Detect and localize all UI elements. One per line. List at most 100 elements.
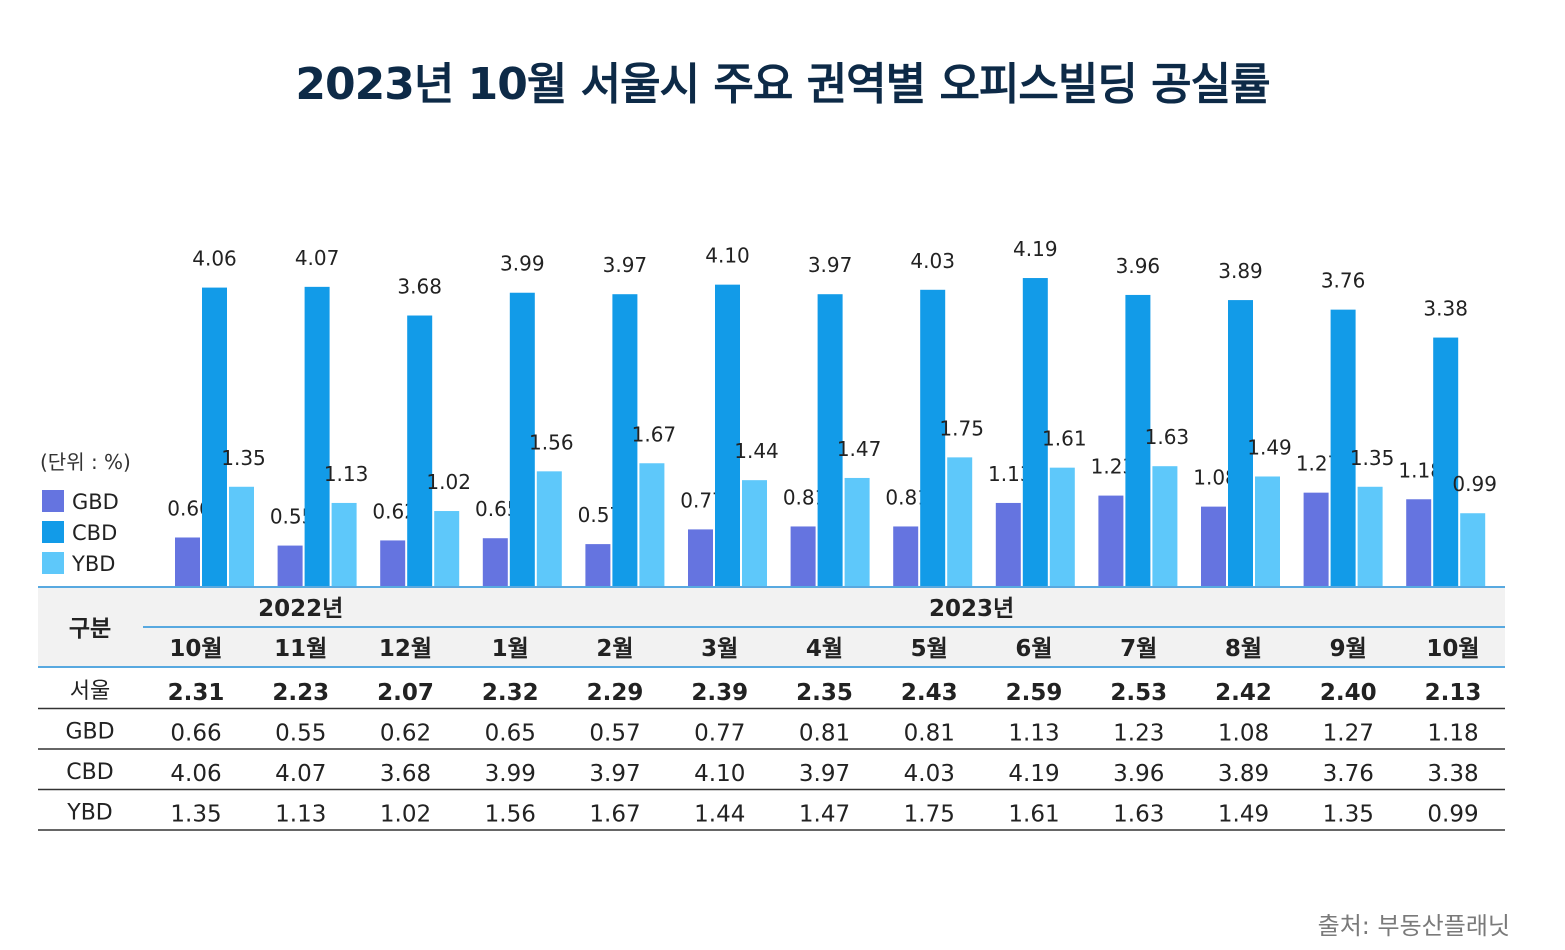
bar-gbd (1406, 499, 1432, 586)
data-label: 1.61 (1042, 427, 1087, 451)
table-cell: 2.13 (1425, 680, 1482, 706)
table-cell: 1.02 (380, 802, 431, 828)
legend-swatch-cbd (42, 521, 64, 543)
table-cell: 0.57 (589, 721, 640, 747)
table-cell: 1.75 (904, 802, 955, 828)
table-cell: 1.27 (1323, 721, 1374, 747)
row-label: CBD (66, 760, 113, 785)
table-cell: 2.42 (1215, 680, 1272, 706)
legend-swatch-ybd (42, 552, 64, 574)
table-cell: 4.06 (170, 761, 221, 787)
table-cell: 2.31 (168, 680, 225, 706)
month-header: 2월 (596, 636, 633, 662)
table-cell: 1.08 (1218, 721, 1269, 747)
data-label: 3.97 (603, 253, 648, 277)
table-cell: 3.97 (589, 761, 640, 787)
bar-cbd (920, 289, 946, 586)
data-label: 3.76 (1321, 269, 1366, 293)
month-header: 10월 (169, 636, 222, 662)
data-label: 3.89 (1218, 259, 1263, 283)
data-label: 1.67 (632, 422, 677, 446)
table-cell: 2.23 (272, 680, 329, 706)
month-header: 7월 (1120, 636, 1157, 662)
table-cell: 0.65 (485, 721, 536, 747)
table-cell: 4.10 (694, 761, 745, 787)
bar-gbd (482, 538, 508, 586)
month-header: 8월 (1225, 636, 1262, 662)
bar-ybd (229, 486, 254, 586)
bar-gbd (893, 526, 919, 586)
bar-ybd (1049, 467, 1075, 586)
month-header: 10월 (1426, 636, 1479, 662)
bar-ybd (1255, 476, 1280, 586)
table-cell: 2.29 (587, 680, 644, 706)
legend-label: GBD (72, 490, 119, 514)
month-header: 3월 (701, 636, 738, 662)
table-cell: 3.97 (799, 761, 850, 787)
month-header: 1월 (492, 636, 529, 662)
bar-cbd (817, 294, 843, 586)
table-cell: 3.38 (1427, 761, 1478, 787)
month-header: 4월 (806, 636, 843, 662)
table-cell: 2.35 (796, 680, 853, 706)
table-cell: 3.76 (1323, 761, 1374, 787)
table-cell: 1.63 (1113, 802, 1164, 828)
source-note: 출처: 부동산플래닛 (1317, 912, 1510, 940)
bar-ybd (434, 511, 460, 586)
bar-gbd (688, 529, 713, 586)
bar-ybd (947, 457, 973, 586)
month-header: 6월 (1015, 636, 1052, 662)
table-cell: 2.53 (1110, 680, 1167, 706)
table-header-label: 구분 (69, 616, 111, 642)
bar-gbd (995, 502, 1021, 586)
bar-cbd (1125, 294, 1151, 586)
year-label: 2023년 (929, 596, 1014, 622)
table-cell: 3.89 (1218, 761, 1269, 787)
table-cell: 0.81 (799, 721, 850, 747)
bar-gbd (277, 545, 303, 586)
table-cell: 1.23 (1113, 721, 1164, 747)
table-cell: 1.47 (799, 802, 850, 828)
bar-ybd (1152, 466, 1178, 586)
table-cell: 1.49 (1218, 802, 1269, 828)
table-cell: 4.03 (904, 761, 955, 787)
data-label: 3.68 (397, 275, 442, 299)
bar-ybd (536, 471, 562, 586)
table-cell: 3.99 (485, 761, 536, 787)
data-label: 3.38 (1423, 297, 1468, 321)
month-header: 9월 (1330, 636, 1367, 662)
data-label: 3.97 (808, 253, 853, 277)
bar-gbd (1201, 506, 1226, 586)
table-cell: 3.96 (1113, 761, 1164, 787)
table-cell: 1.44 (694, 802, 745, 828)
table-cell: 1.13 (1008, 721, 1059, 747)
table-cell: 1.13 (275, 802, 326, 828)
bar-gbd (1098, 495, 1124, 586)
row-label: 서울 (70, 679, 110, 704)
table-cell: 1.18 (1427, 721, 1478, 747)
bar-cbd (612, 294, 638, 586)
bar-cbd (202, 287, 227, 586)
data-label: 1.63 (1145, 425, 1190, 449)
table-cell: 0.77 (694, 721, 745, 747)
bar-ybd (1357, 486, 1383, 586)
table-cell: 1.56 (485, 802, 536, 828)
table-cell: 1.67 (589, 802, 640, 828)
data-label: 4.19 (1013, 237, 1058, 261)
data-label: 0.99 (1452, 472, 1497, 496)
table-cell: 2.59 (1006, 680, 1063, 706)
table-cell: 2.40 (1320, 680, 1377, 706)
bar-cbd (715, 284, 740, 586)
table-cell: 3.68 (380, 761, 431, 787)
data-label: 1.35 (1350, 446, 1395, 470)
month-header: 11월 (274, 636, 327, 662)
table-cell: 1.61 (1008, 802, 1059, 828)
table-cell: 0.81 (904, 721, 955, 747)
unit-label: (단위 : %) (40, 450, 131, 474)
bar-cbd (1330, 309, 1356, 586)
bar-cbd (1022, 278, 1048, 586)
legend-label: YBD (71, 552, 115, 576)
bar-gbd (380, 540, 406, 586)
table-cell: 2.07 (377, 680, 434, 706)
bar-gbd (585, 544, 611, 586)
